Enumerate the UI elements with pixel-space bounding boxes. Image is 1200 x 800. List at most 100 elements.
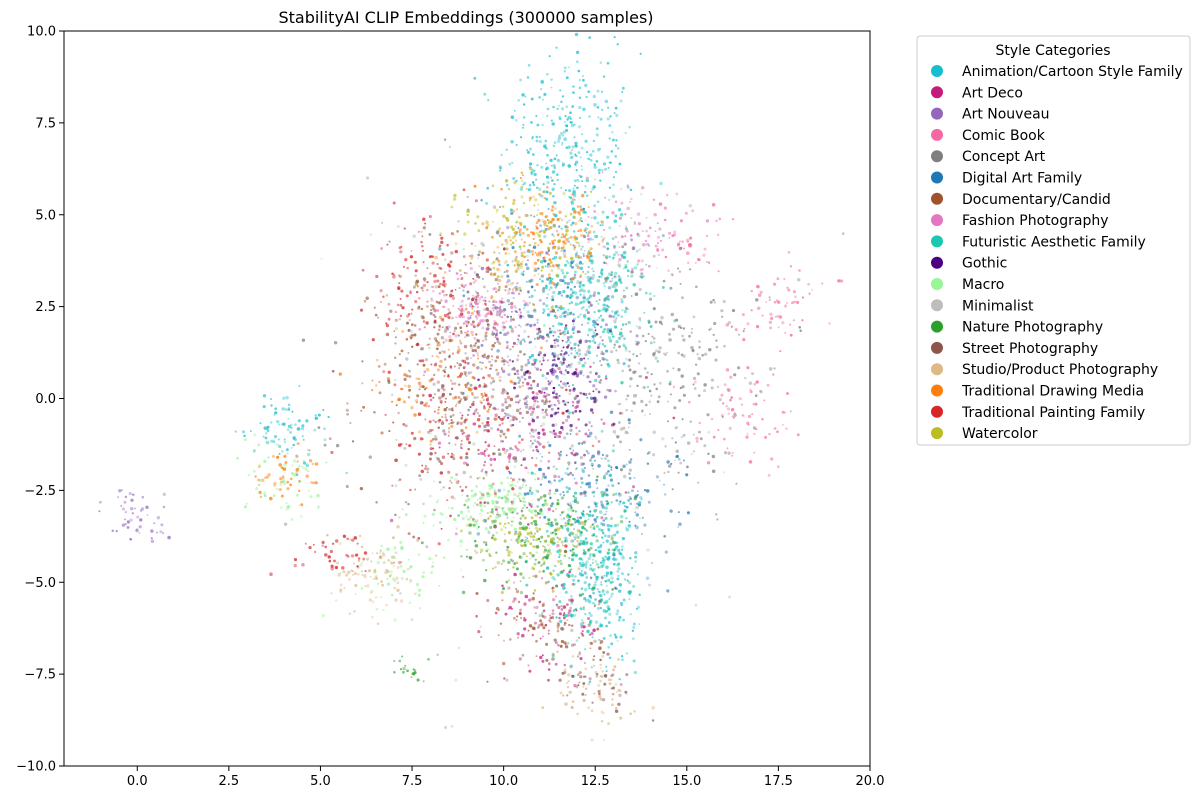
scatter-point <box>540 274 544 278</box>
scatter-point <box>479 625 483 629</box>
scatter-point <box>487 327 490 330</box>
scatter-point <box>549 382 552 384</box>
scatter-point <box>605 665 608 668</box>
scatter-point <box>327 415 330 419</box>
scatter-point <box>839 279 844 283</box>
scatter-point <box>465 452 469 456</box>
scatter-point <box>542 609 546 613</box>
scatter-point <box>755 298 759 302</box>
scatter-point <box>569 112 572 114</box>
scatter-point <box>586 333 590 337</box>
scatter-point <box>619 468 624 472</box>
scatter-point <box>466 463 469 467</box>
scatter-point <box>496 330 499 334</box>
scatter-point <box>598 298 601 301</box>
scatter-point <box>413 669 417 673</box>
scatter-point <box>441 289 445 294</box>
scatter-point <box>466 310 471 315</box>
scatter-point <box>480 492 485 497</box>
scatter-point <box>300 503 304 507</box>
scatter-point <box>442 388 446 392</box>
scatter-point <box>417 553 421 556</box>
scatter-point <box>466 395 469 398</box>
scatter-point <box>430 298 434 302</box>
scatter-point <box>467 290 470 293</box>
scatter-point <box>609 410 614 414</box>
scatter-point <box>606 523 610 528</box>
scatter-point <box>491 330 494 333</box>
scatter-point <box>730 408 735 412</box>
scatter-point <box>500 368 503 371</box>
scatter-point <box>727 451 731 455</box>
scatter-point <box>546 153 549 157</box>
scatter-point <box>614 325 618 329</box>
scatter-point <box>575 685 579 689</box>
scatter-point <box>561 411 565 415</box>
scatter-point <box>566 330 570 333</box>
scatter-point <box>534 621 537 625</box>
scatter-point <box>658 479 661 482</box>
scatter-point <box>686 251 690 255</box>
scatter-point <box>625 286 629 290</box>
scatter-point <box>532 508 535 511</box>
scatter-point <box>433 337 438 341</box>
scatter-point <box>624 348 628 352</box>
scatter-point <box>635 525 639 530</box>
scatter-point <box>506 263 510 267</box>
scatter-point <box>657 253 661 257</box>
scatter-point <box>532 195 535 198</box>
scatter-point <box>639 52 642 55</box>
scatter-point <box>474 342 477 345</box>
scatter-point <box>461 277 464 279</box>
scatter-point <box>504 262 507 264</box>
scatter-point <box>471 375 475 379</box>
scatter-point <box>394 513 397 517</box>
scatter-point <box>509 348 512 351</box>
scatter-point <box>576 452 580 456</box>
scatter-point <box>594 329 597 332</box>
scatter-point <box>540 577 544 580</box>
scatter-point <box>603 534 607 538</box>
scatter-point <box>624 357 628 361</box>
scatter-point <box>456 322 460 325</box>
scatter-point <box>290 446 293 449</box>
scatter-point <box>291 464 294 467</box>
scatter-point <box>610 333 614 336</box>
scatter-point <box>571 582 575 586</box>
scatter-point <box>730 396 734 399</box>
scatter-point <box>522 496 526 500</box>
scatter-point <box>696 372 700 376</box>
scatter-point <box>537 353 541 357</box>
scatter-point <box>601 318 605 322</box>
scatter-point <box>458 400 462 403</box>
scatter-point <box>548 451 551 454</box>
scatter-point <box>547 507 552 511</box>
scatter-point <box>720 393 724 397</box>
scatter-point <box>614 200 618 203</box>
scatter-point <box>409 336 413 340</box>
scatter-point <box>528 503 532 506</box>
scatter-point <box>808 292 811 295</box>
scatter-point <box>422 249 424 252</box>
scatter-point <box>536 123 540 127</box>
scatter-point <box>480 241 484 246</box>
scatter-point <box>601 505 605 510</box>
scatter-point <box>701 353 705 357</box>
scatter-point <box>269 397 273 401</box>
scatter-point <box>608 339 613 343</box>
scatter-point <box>547 518 551 522</box>
scatter-point <box>558 117 562 121</box>
scatter-point <box>550 86 553 89</box>
scatter-point <box>745 435 749 439</box>
scatter-point <box>587 215 590 219</box>
scatter-point <box>273 484 276 487</box>
scatter-point <box>407 369 410 372</box>
scatter-point <box>153 522 156 525</box>
scatter-point <box>527 291 530 294</box>
scatter-point <box>563 275 567 279</box>
scatter-point <box>559 360 563 364</box>
scatter-point <box>121 507 126 511</box>
scatter-point <box>677 267 680 270</box>
scatter-point <box>470 254 474 258</box>
scatter-point <box>578 285 582 288</box>
